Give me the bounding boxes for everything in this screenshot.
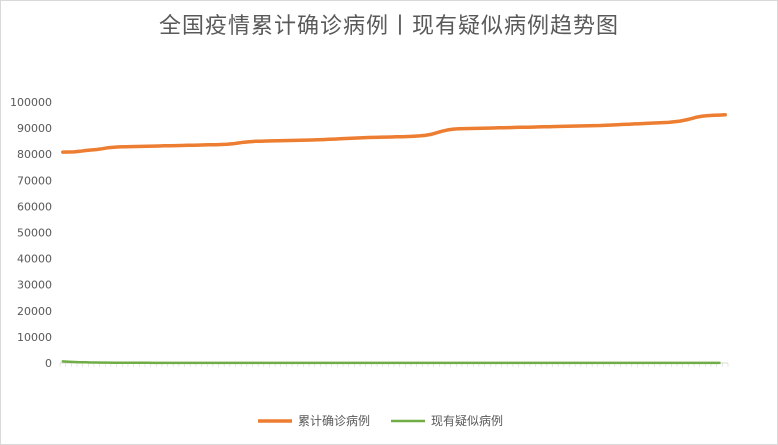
y-tick-label: 10000 <box>17 331 52 344</box>
legend-label-2: 现有疑似病例 <box>431 413 503 428</box>
y-tick-label: 80000 <box>17 148 52 161</box>
series-lines <box>61 113 727 365</box>
y-tick-label: 0 <box>45 357 52 370</box>
legend: 累计确诊病例 现有疑似病例 <box>258 413 503 428</box>
y-tick-label: 90000 <box>17 122 52 135</box>
y-tick-label: 20000 <box>17 305 52 318</box>
y-tick-label: 60000 <box>17 200 52 213</box>
chart-title: 全国疫情累计确诊病例丨现有疑似病例趋势图 <box>158 14 619 39</box>
series-line-1 <box>61 113 727 154</box>
y-tick-label: 70000 <box>17 174 52 187</box>
y-tick-label: 30000 <box>17 279 52 292</box>
y-tick-label: 40000 <box>17 253 52 266</box>
legend-label-1: 累计确诊病例 <box>298 413 370 428</box>
y-tick-label: 100000 <box>10 96 52 109</box>
y-axis: 0 10000 20000 30000 40000 50000 60000 70000 8000… <box>10 96 52 370</box>
series-line-2 <box>61 360 721 365</box>
y-tick-label: 50000 <box>17 227 52 240</box>
